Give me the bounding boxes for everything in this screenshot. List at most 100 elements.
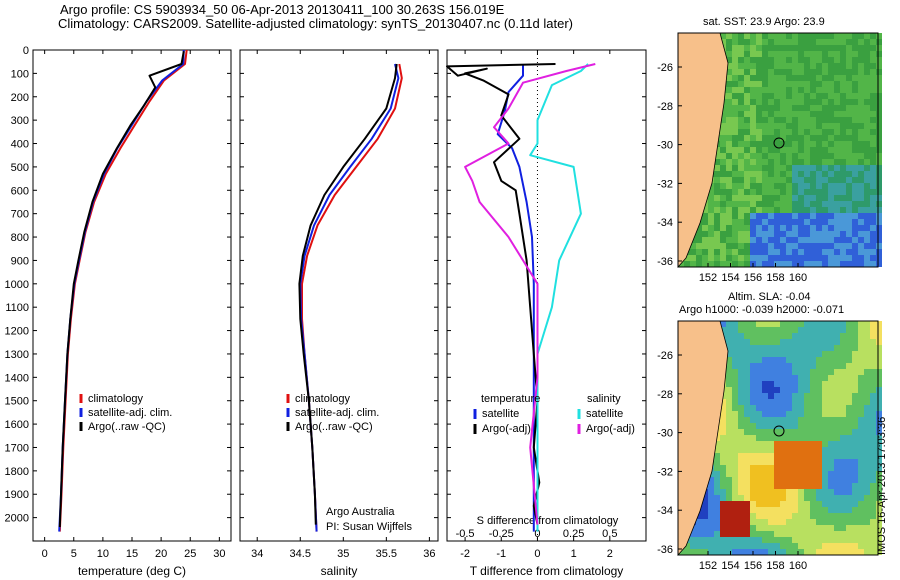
y-tick-label: 1200 (5, 326, 29, 338)
x-axis-label-differences: T difference from climatology (470, 564, 624, 578)
map-lon-label: 158 (766, 272, 784, 284)
legend-label: Argo(-adj) (586, 423, 635, 435)
x-tick-label: 36 (423, 548, 435, 560)
x-tick-label: 30 (213, 548, 225, 560)
map-lon-label: 152 (699, 272, 717, 284)
y-tick-label: 1800 (5, 466, 29, 478)
x-tick-label: 10 (97, 548, 109, 560)
map-lat-label: -26 (657, 350, 673, 362)
y-tick-label: 2000 (5, 513, 29, 525)
imos-watermark: IMOS 16-Apr-2013 17:03:36 (876, 416, 888, 555)
map-lat-label: -36 (657, 256, 673, 268)
x-axis-label-temperature: temperature (deg C) (78, 564, 186, 578)
y-tick-label: 1000 (5, 279, 29, 291)
x-tick-label: 25 (184, 548, 196, 560)
s-tick-label: -0.5 (456, 528, 475, 540)
y-tick-label: 1900 (5, 489, 29, 501)
map-lon-label: 156 (744, 272, 762, 284)
legend-label: satellite (482, 408, 519, 420)
argo-position-marker (773, 425, 785, 437)
legend-label: climatology (88, 393, 144, 405)
map-lat-label: -34 (657, 217, 673, 229)
annotation-line1: Argo Australia (326, 506, 395, 518)
x-tick-label: 5 (71, 548, 77, 560)
map-0 (677, 32, 882, 269)
map-lat-label: -30 (657, 140, 673, 152)
x-tick-label: 20 (155, 548, 167, 560)
map-lon-label: 160 (789, 272, 807, 284)
y-tick-label: 1400 (5, 372, 29, 384)
x-tick-label: -1 (496, 548, 506, 560)
map-1 (677, 320, 882, 557)
map-lat-label: -32 (657, 466, 673, 478)
legend-label: Argo(..raw -QC) (295, 421, 373, 433)
y-tick-label: 800 (11, 232, 29, 244)
x-tick-label: 34 (251, 548, 263, 560)
map-lon-label: 156 (744, 560, 762, 572)
map-lat-label: -32 (657, 178, 673, 190)
s-tick-label: 0.5 (602, 528, 617, 540)
legend-label: Argo(-adj) (482, 423, 531, 435)
y-tick-label: 700 (11, 209, 29, 221)
s-tick-label: 0.25 (563, 528, 584, 540)
map-lon-label: 154 (721, 272, 739, 284)
figure-title-line1: Argo profile: CS 5903934_50 06-Apr-2013 … (60, 2, 505, 17)
y-tick-label: 1300 (5, 349, 29, 361)
y-tick-label: 500 (11, 162, 29, 174)
series-line-s-satellite (529, 63, 589, 532)
map-lat-label: -30 (657, 428, 673, 440)
legend-label: climatology (295, 393, 351, 405)
y-tick-label: 1600 (5, 419, 29, 431)
s-axis-label: S difference from climatology (477, 515, 619, 527)
x-tick-label: 1 (571, 548, 577, 560)
sst-map-title: sat. SST: 23.9 Argo: 23.9 (703, 16, 825, 28)
legend-label: Argo(..raw -QC) (88, 421, 166, 433)
series-line-s-argo-adj- (464, 63, 596, 525)
plot-frame-differences (446, 49, 647, 542)
map-lon-label: 154 (721, 560, 739, 572)
y-tick-label: 0 (23, 45, 29, 57)
map-lat-label: -28 (657, 101, 673, 113)
map-lon-label: 152 (699, 560, 717, 572)
land-mass (677, 320, 729, 557)
y-tick-label: 300 (11, 115, 29, 127)
map-lat-label: -34 (657, 505, 673, 517)
y-tick-label: 900 (11, 255, 29, 267)
s-tick-label: -0.25 (489, 528, 514, 540)
y-tick-label: 1100 (5, 302, 29, 314)
map-lon-label: 158 (766, 560, 784, 572)
legend-label: satellite (586, 408, 623, 420)
legend-heading: salinity (587, 393, 621, 405)
sla-map-title-line1: Altim. SLA: -0.04 (728, 291, 811, 303)
map-lat-label: -28 (657, 389, 673, 401)
x-tick-label: 15 (126, 548, 138, 560)
land-mass (677, 32, 729, 269)
map-lat-label: -26 (657, 62, 673, 74)
x-tick-label: 35.5 (376, 548, 397, 560)
y-tick-label: 400 (11, 139, 29, 151)
x-tick-label: 0 (534, 548, 540, 560)
y-tick-label: 1700 (5, 442, 29, 454)
y-tick-label: 600 (11, 185, 29, 197)
series-line-argo-raw-qc- (58, 51, 185, 528)
s-tick-label: 0 (534, 528, 540, 540)
map-frame (677, 320, 879, 556)
x-tick-label: -2 (460, 548, 470, 560)
map-lat-label: -36 (657, 544, 673, 556)
figure-title-line2: Climatology: CARS2009. Satellite-adjuste… (58, 16, 573, 31)
series-line-t-argo-adj- (446, 63, 556, 525)
legend-heading: temperature (481, 393, 540, 405)
x-tick-label: 0 (42, 548, 48, 560)
legend-label: satellite-adj. clim. (295, 407, 379, 419)
annotation-line2: PI: Susan Wijffels (326, 521, 412, 533)
map-lon-label: 160 (789, 560, 807, 572)
x-axis-label-salinity: salinity (321, 564, 358, 578)
series-line-argo-raw-qc- (298, 63, 398, 525)
y-tick-label: 1500 (5, 396, 29, 408)
plot-frame-temperature (32, 49, 232, 542)
y-tick-label: 100 (11, 68, 29, 80)
y-tick-label: 200 (11, 92, 29, 104)
sla-map-title-line2: Argo h1000: -0.039 h2000: -0.071 (679, 304, 845, 316)
argo-position-marker (773, 137, 785, 149)
